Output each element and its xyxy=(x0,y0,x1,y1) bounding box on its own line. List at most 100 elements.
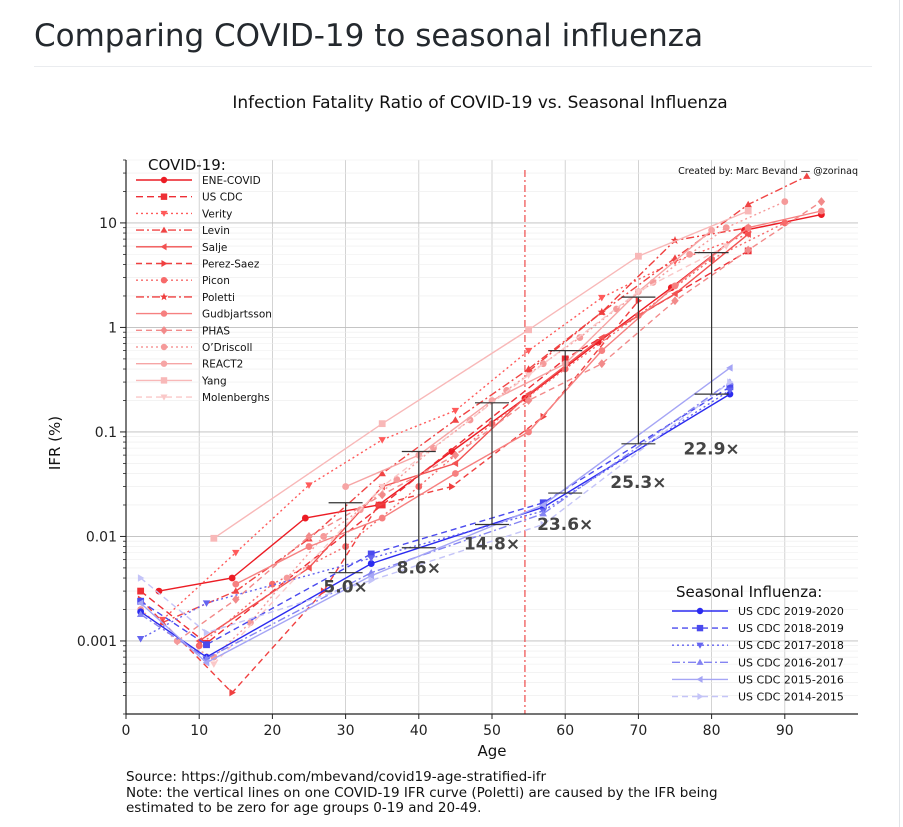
data-point xyxy=(137,587,145,595)
data-point xyxy=(232,580,240,588)
covid-series-11 xyxy=(342,226,715,490)
axes: 0 10 20 30 40 50 60 70 80 90 0.001 0.01 0.1 1 10 xyxy=(77,159,858,739)
data-point xyxy=(368,576,375,585)
data-point xyxy=(524,366,533,375)
covid-series-line xyxy=(345,229,713,488)
data-point xyxy=(696,658,704,665)
chart-caption: Source: https://github.com/mbevand/covid… xyxy=(126,769,718,817)
legend-label: US CDC 2018-2019 xyxy=(738,622,844,635)
data-point xyxy=(744,200,752,208)
data-point xyxy=(342,483,349,490)
data-point xyxy=(727,378,734,386)
legend-label: US CDC 2016-2017 xyxy=(738,656,844,669)
data-point xyxy=(367,572,374,580)
legend-label: Salje xyxy=(202,242,227,254)
data-point xyxy=(726,383,734,391)
legend-item: Perez-Saez xyxy=(136,259,260,271)
legend-label: Verity xyxy=(202,208,232,220)
flu-series-1 xyxy=(137,383,734,649)
data-point xyxy=(203,641,210,649)
covid-series-line xyxy=(162,233,749,621)
covid-series-1 xyxy=(137,247,752,647)
legend-item: US CDC 2015-2016 xyxy=(672,673,844,686)
data-point xyxy=(210,534,218,542)
flu-series-line xyxy=(140,389,731,640)
data-point xyxy=(671,290,678,298)
data-point xyxy=(726,390,734,398)
data-point xyxy=(160,243,167,251)
data-point xyxy=(160,176,168,184)
legend-item: Verity xyxy=(136,208,232,220)
flu-series-line xyxy=(140,367,731,664)
data-point xyxy=(726,387,734,395)
data-point xyxy=(203,628,211,637)
data-point xyxy=(525,428,532,436)
ratio-label: 5.0× xyxy=(323,578,367,598)
data-point xyxy=(160,277,168,284)
data-point xyxy=(818,207,825,215)
data-point xyxy=(576,334,584,341)
legend-item: Salje xyxy=(136,242,227,254)
data-point xyxy=(525,326,532,334)
covid-series-line xyxy=(528,227,749,372)
data-point xyxy=(451,416,460,423)
data-point xyxy=(452,470,459,477)
flu-series-line xyxy=(140,386,731,646)
data-point xyxy=(160,360,168,367)
flu-series-5 xyxy=(137,378,734,637)
flu-legend-title: Seasonal Influenza: xyxy=(676,583,822,601)
legend-label: US CDC 2019-2020 xyxy=(738,605,844,618)
x-tick-label: 70 xyxy=(629,723,647,739)
legend-label: US CDC 2015-2016 xyxy=(738,673,844,686)
legend-item: Levin xyxy=(136,225,230,237)
legend-label: PHAS xyxy=(202,325,230,337)
data-point xyxy=(449,482,456,491)
data-point xyxy=(305,532,313,541)
legend-label: US CDC 2014-2015 xyxy=(738,691,844,704)
legend-label: Levin xyxy=(202,225,230,237)
data-point xyxy=(160,343,168,351)
data-point xyxy=(232,549,240,557)
grid xyxy=(126,159,858,715)
legend-label: O’Driscoll xyxy=(202,342,252,354)
chart-title: Infection Fatality Ratio of COVID-19 vs.… xyxy=(232,93,727,113)
flu-series-3 xyxy=(136,378,734,662)
legend-item: Yang xyxy=(136,375,227,387)
data-point xyxy=(378,469,386,477)
data-point xyxy=(697,692,704,701)
legend-item: Molenberghs xyxy=(136,392,270,404)
y-tick-label: 0.1 xyxy=(95,425,117,441)
x-tick-label: 80 xyxy=(703,723,721,739)
y-axis-label: IFR (%) xyxy=(46,416,64,470)
ratio-label: 22.9× xyxy=(683,439,739,459)
legend-item: Gudbjartsson xyxy=(136,309,272,321)
x-tick-label: 20 xyxy=(263,723,281,739)
legend-item: O’Driscoll xyxy=(136,342,252,354)
note-text: Note: the vertical lines on one COVID-19… xyxy=(126,784,718,801)
page-border xyxy=(899,0,900,827)
legend-label: Yang xyxy=(201,375,227,387)
data-point xyxy=(451,450,460,460)
legend-item: ENE-COVID xyxy=(136,175,261,187)
x-tick-label: 30 xyxy=(337,723,355,739)
data-point xyxy=(160,394,168,401)
data-point xyxy=(161,259,168,268)
data-point xyxy=(803,172,811,179)
data-point xyxy=(539,501,546,509)
legend-item: US CDC 2016-2017 xyxy=(672,656,844,669)
data-point xyxy=(722,224,730,232)
data-point xyxy=(598,347,606,355)
data-point xyxy=(744,245,752,255)
legend-item: Poletti xyxy=(136,292,235,304)
x-tick-label: 60 xyxy=(556,723,574,739)
data-point xyxy=(598,333,605,342)
data-point xyxy=(540,520,547,529)
legend-label: Perez-Saez xyxy=(202,259,260,271)
data-point xyxy=(155,587,163,595)
data-point xyxy=(367,555,375,562)
data-point xyxy=(232,594,240,604)
data-point xyxy=(202,600,211,607)
data-point xyxy=(228,574,236,582)
data-point xyxy=(173,637,181,645)
heading-divider xyxy=(34,66,872,67)
